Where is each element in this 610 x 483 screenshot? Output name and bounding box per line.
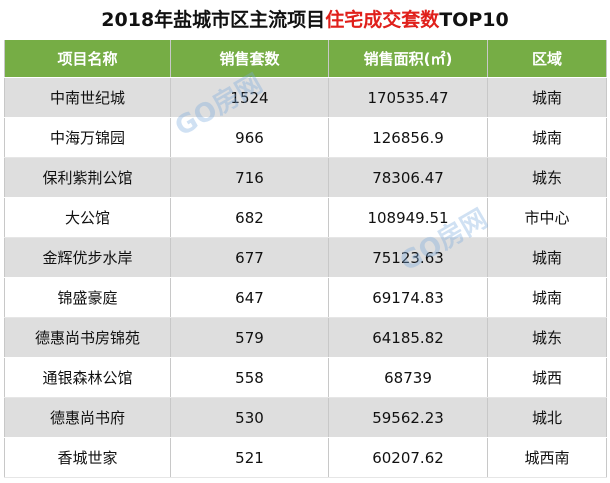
table-cell: 966	[170, 117, 329, 158]
table-cell: 60207.62	[328, 437, 488, 478]
table-cell: 德惠尚书房锦苑	[4, 317, 171, 358]
table-row: 中南世纪城 1524 170535.47 城南	[4, 77, 607, 118]
table-row: 德惠尚书房锦苑 579 64185.82 城东	[4, 317, 607, 358]
table-cell: 城西南	[487, 437, 607, 478]
table-cell: 75123.63	[328, 237, 488, 278]
table-cell: 城南	[487, 117, 607, 158]
table-cell: 579	[170, 317, 329, 358]
table-cell: 647	[170, 277, 329, 318]
table-cell: 68739	[328, 357, 488, 398]
table-cell: 558	[170, 357, 329, 398]
table-cell: 香城世家	[4, 437, 171, 478]
table-cell: 城东	[487, 157, 607, 198]
table-body: 中南世纪城 1524 170535.47 城南 中海万锦园 966 126856.9 城南 保利…	[4, 77, 607, 478]
header-cell: 销售套数	[170, 40, 329, 78]
table-row: 大公馆 682 108949.51 市中心	[4, 197, 607, 238]
table-cell: 126856.9	[328, 117, 488, 158]
table-cell: 保利紫荆公馆	[4, 157, 171, 198]
table-row: 保利紫荆公馆 716 78306.47 城东	[4, 157, 607, 198]
table-cell: 市中心	[487, 197, 607, 238]
table: 项目名称 销售套数 销售面积(㎡) 区域 中南世纪城 1524 170535.47 城南 中海…	[4, 40, 607, 478]
table-cell: 德惠尚书府	[4, 397, 171, 438]
table-cell: 中海万锦园	[4, 117, 171, 158]
table-cell: 170535.47	[328, 77, 488, 118]
table-cell: 1524	[170, 77, 329, 118]
title-highlight: 住宅成交套数	[325, 9, 440, 31]
title: 2018年盐城市区主流项目住宅成交套数TOP10	[0, 0, 610, 40]
title-part: TOP10	[439, 9, 509, 31]
table-row: 锦盛豪庭 647 69174.83 城南	[4, 277, 607, 318]
table-row: 通银森林公馆 558 68739 城西	[4, 357, 607, 398]
header-cell: 项目名称	[4, 40, 171, 78]
table-cell: 大公馆	[4, 197, 171, 238]
title-part: 2018年盐城市区主流项目	[101, 9, 326, 31]
table-cell: 城南	[487, 277, 607, 318]
table-cell: 59562.23	[328, 397, 488, 438]
table-cell: 中南世纪城	[4, 77, 171, 118]
table-cell: 城东	[487, 317, 607, 358]
header-cell: 区域	[487, 40, 607, 78]
table-cell: 城西	[487, 357, 607, 398]
header-row: 项目名称 销售套数 销售面积(㎡) 区域	[4, 40, 607, 78]
table-cell: 城南	[487, 77, 607, 118]
table-cell: 78306.47	[328, 157, 488, 198]
table-cell: 677	[170, 237, 329, 278]
table-cell: 64185.82	[328, 317, 488, 358]
table-row: 香城世家 521 60207.62 城西南	[4, 437, 607, 478]
table-cell: 城南	[487, 237, 607, 278]
table-cell: 682	[170, 197, 329, 238]
table-cell: 通银森林公馆	[4, 357, 171, 398]
header-cell: 销售面积(㎡)	[328, 40, 488, 78]
table-cell: 69174.83	[328, 277, 488, 318]
table-cell: 锦盛豪庭	[4, 277, 171, 318]
table-row: 金辉优步水岸 677 75123.63 城南	[4, 237, 607, 278]
table-row: 德惠尚书府 530 59562.23 城北	[4, 397, 607, 438]
table-cell: 城北	[487, 397, 607, 438]
table-cell: 金辉优步水岸	[4, 237, 171, 278]
table-cell: 108949.51	[328, 197, 488, 238]
table-cell: 521	[170, 437, 329, 478]
table-cell: 716	[170, 157, 329, 198]
table-row: 中海万锦园 966 126856.9 城南	[4, 117, 607, 158]
table-cell: 530	[170, 397, 329, 438]
